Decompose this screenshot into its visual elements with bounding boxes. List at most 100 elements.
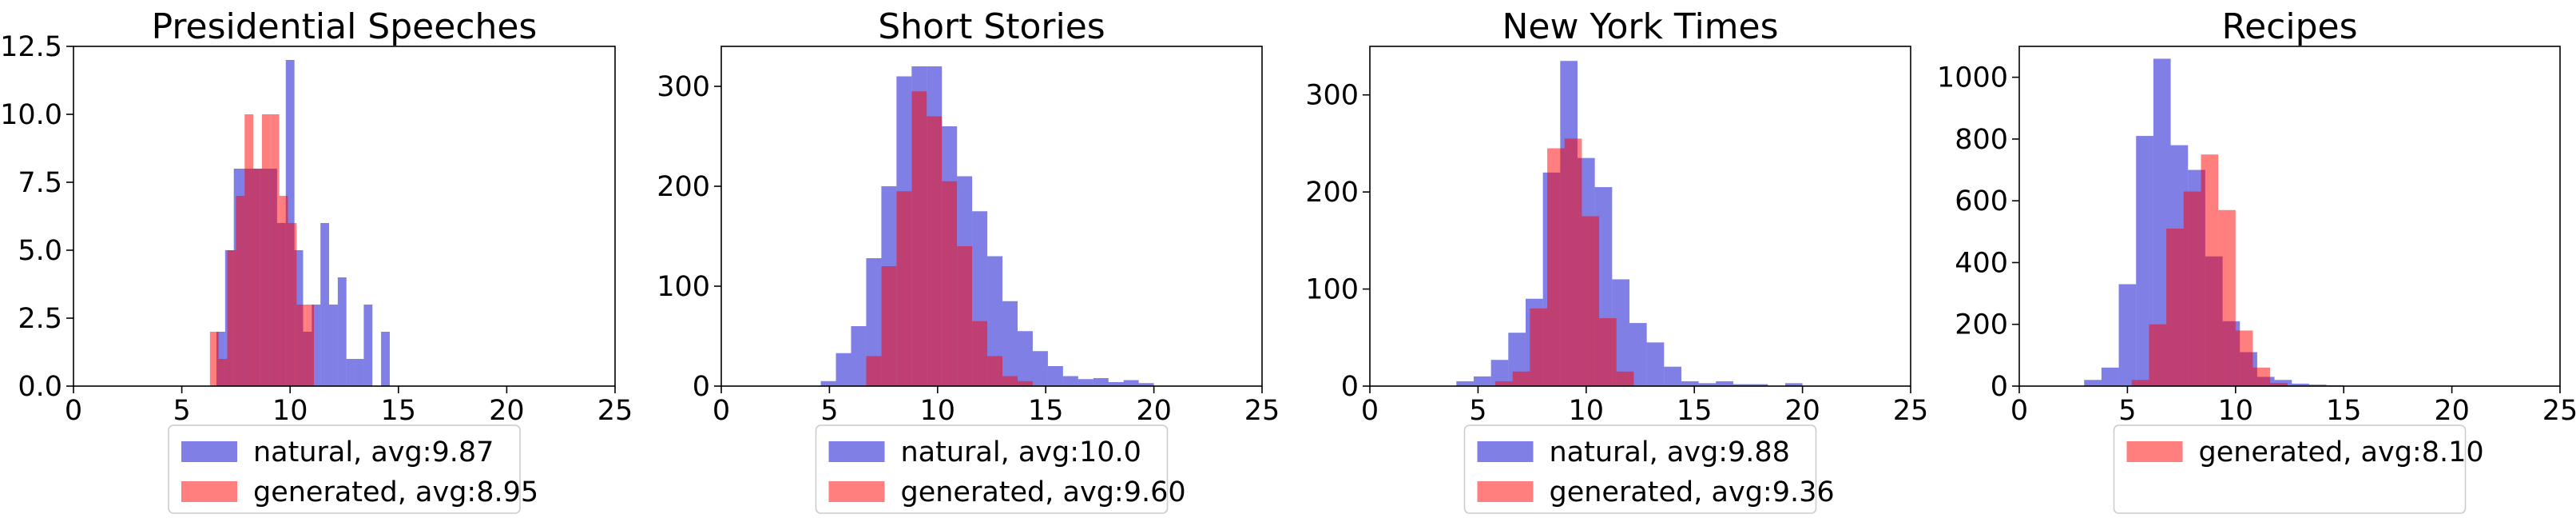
x-tick-label: 5 [2118,395,2136,427]
series-generated [866,91,1033,386]
generated-bar [209,332,219,386]
chart-title: Recipes [2221,6,2357,47]
generated-bar [1495,381,1513,386]
x-tick-label: 15 [381,395,417,427]
x-tick-label: 20 [489,395,525,427]
x-tick-label: 0 [65,395,82,427]
y-tick-label: 600 [1955,185,2008,217]
axes-frame [2018,46,2561,387]
natural-bar [1698,383,1717,386]
generated-bar [253,169,262,386]
generated-bar [305,305,315,386]
series-generated [209,114,315,386]
x-tick-label: 10 [2218,395,2254,427]
legend: generated, avg:8.10 [2113,424,2484,514]
natural-bar [1017,331,1033,386]
generated-bar [244,114,254,386]
generated-bar [270,114,280,386]
natural-bar [2118,284,2137,386]
generated-bar [2235,330,2253,386]
natural-bar [1681,381,1699,386]
natural-bar [1733,384,1751,386]
legend: natural, avg:9.88 generated, avg:9.36 [1463,424,1835,514]
x-tick-label: 20 [1784,395,1820,427]
legend: natural, avg:9.87 generated, avg:8.95 [168,424,538,514]
natural-bar [1047,366,1063,386]
generated-legend-swatch [181,481,237,502]
natural-bar [851,326,867,386]
y-tick-label: 800 [1955,124,2008,156]
y-tick-label: 0 [693,371,710,403]
x-tick-label: 0 [712,395,730,427]
generated-bar [2270,383,2288,386]
generated-bar [296,305,306,386]
generated-bar [1002,376,1018,386]
y-tick-label: 200 [657,171,710,203]
natural-bar [1078,379,1094,386]
generated-bar [2253,367,2271,386]
natural-bar [381,332,390,386]
y-tick-label: 0 [1991,371,2008,403]
generated-bar [942,181,958,386]
natural-bar [1716,381,1733,386]
x-tick-label: 25 [2542,395,2576,427]
y-tick-label: 300 [1305,80,1359,112]
chart-title: Short Stories [878,6,1105,47]
generated-bar [896,191,912,386]
x-tick-label: 25 [1893,395,1929,427]
natural-bar [363,305,373,386]
natural-bar [836,353,851,386]
x-tick-label: 0 [1361,395,1379,427]
generated-bar [261,114,271,386]
generated-legend-swatch [1477,481,1534,502]
generated-bar [236,196,245,386]
y-tick-label: 200 [1955,309,2008,341]
natural-bar [1646,342,1665,386]
natural-bar [2084,380,2102,386]
legend-label: generated, avg:8.95 [253,476,538,508]
y-tick-label: 100 [657,271,710,303]
legend-label: generated, avg:9.36 [1550,476,1835,508]
y-tick-label: 0 [1341,371,1359,403]
generated-bar [227,250,236,386]
generated-bar [1530,308,1548,386]
chart-panel-2: New York Times 0 5 10 15 20 25 0 100 200 300 natura… [1305,6,1929,514]
legend-box [168,424,521,514]
natural-legend-swatch [1477,441,1534,462]
natural-bar [320,223,330,386]
y-tick-label: 12.5 [0,31,62,63]
x-tick-label: 15 [2326,395,2362,427]
generated-bar [1512,371,1530,386]
generated-bar [2218,209,2236,386]
natural-bar [1784,383,1803,386]
series-natural [1456,61,1803,386]
x-tick-label: 10 [1569,395,1605,427]
natural-bar [820,381,836,386]
x-tick-label: 5 [1469,395,1486,427]
generated-bar [881,266,897,386]
natural-bar [866,258,882,386]
series-generated [2131,154,2288,386]
y-tick-label: 7.5 [18,167,62,199]
legend-box [815,424,1169,514]
y-tick-label: 200 [1305,177,1359,209]
x-tick-label: 10 [920,395,956,427]
generated-bar [1616,371,1634,386]
generated-bar [2149,324,2167,386]
generated-bar [1547,148,1565,386]
generated-bar [911,91,927,386]
natural-bar [2308,385,2327,386]
generated-bar [972,321,988,386]
generated-bar [1017,381,1033,386]
chart-title: New York Times [1502,6,1778,47]
generated-bar [2166,228,2184,386]
natural-bar [1032,351,1048,386]
x-tick-label: 10 [272,395,308,427]
chart-panel-1: Short Stories 0 5 10 15 20 25 0 100 200 300 natural… [657,6,1280,514]
natural-bar [1002,301,1018,386]
x-tick-label: 15 [1677,395,1713,427]
natural-bar [2101,367,2119,386]
x-tick-label: 5 [173,395,190,427]
x-tick-label: 25 [597,395,633,427]
